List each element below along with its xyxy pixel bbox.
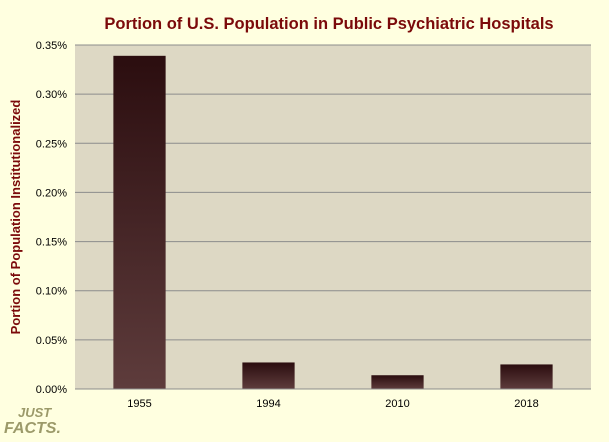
bar-1994 [242,362,295,389]
y-tick-label: 0.15% [36,237,67,249]
bar-2010 [371,375,424,389]
x-tick-label: 2010 [385,398,409,410]
y-tick-label: 0.20% [36,187,67,199]
y-tick-labels: 0.00% 0.05% 0.10% 0.15% 0.20% 0.25% 0.30% 0.35% [36,40,67,396]
y-tick-label: 0.05% [36,335,67,347]
y-tick-label: 0.10% [36,286,67,298]
bar-1955 [113,55,166,389]
bar-2018 [500,364,553,389]
y-axis-label: Portion of Population Institutionalized [8,100,23,335]
logo: JUST FACTS. [4,405,61,437]
x-tick-label: 1955 [127,398,151,410]
bars [113,55,553,389]
x-tick-label: 1994 [256,398,280,410]
chart-title: Portion of U.S. Population in Public Psy… [104,15,553,33]
x-tick-label: 2018 [514,398,538,410]
x-tick-labels: 1955 1994 2010 2018 [127,398,538,410]
y-tick-label: 0.25% [36,138,67,150]
logo-line-2: FACTS. [4,420,61,437]
y-tick-label: 0.35% [36,40,67,52]
y-tick-label: 0.00% [36,384,67,396]
logo-line-1: JUST [18,405,52,420]
y-tick-label: 0.30% [36,89,67,101]
